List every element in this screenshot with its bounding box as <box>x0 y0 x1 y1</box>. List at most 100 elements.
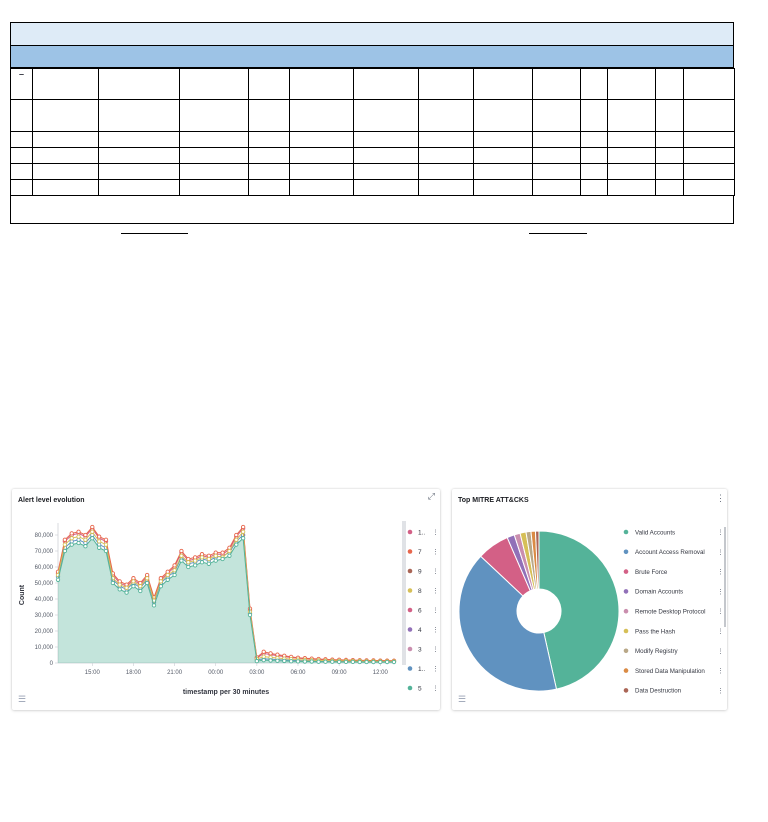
table-cell <box>418 99 474 132</box>
legend-swatch <box>407 685 413 691</box>
table-cell <box>179 147 249 164</box>
data-point <box>151 603 157 608</box>
more-icon[interactable]: ⋮ <box>716 493 725 503</box>
x-tick-label: 09:00 <box>332 670 348 676</box>
legend-item-menu-icon[interactable]: ⋮ <box>432 588 439 595</box>
table-cell <box>10 131 33 148</box>
legend-item-menu-icon[interactable]: ⋮ <box>717 629 724 636</box>
data-point <box>90 524 95 530</box>
legend-swatch <box>623 648 629 654</box>
legend-item-menu-icon[interactable]: ⋮ <box>717 569 724 576</box>
x-tick-label: 18:00 <box>126 670 142 676</box>
table-cell <box>289 131 354 148</box>
x-tick-label: 03:00 <box>249 670 265 676</box>
table-cell <box>98 68 180 100</box>
legend-item-menu-icon[interactable]: ⋮ <box>717 549 724 556</box>
pie-slice-8 <box>534 530 540 590</box>
legend-label: 5 <box>418 685 422 692</box>
table-cell <box>98 131 180 148</box>
data-point <box>220 550 225 555</box>
data-point <box>261 654 266 659</box>
data-point <box>234 537 239 542</box>
legend-item-menu-icon[interactable]: ⋮ <box>432 666 439 673</box>
legend-label: 6 <box>418 607 422 614</box>
legend-item-menu-icon[interactable]: ⋮ <box>432 530 439 537</box>
legend-item-menu-icon[interactable]: ⋮ <box>717 530 724 537</box>
legend-label: Data Destruction <box>635 688 682 695</box>
alert-level-panel[interactable]: Alert level evolution ⤢ 0 10,000 20,000 30,… <box>12 489 440 710</box>
data-point <box>172 563 177 568</box>
data-point <box>384 659 390 665</box>
table-cell <box>532 179 581 196</box>
mitre-panel[interactable]: Top MITRE ATT&CKS ⋮ Valid Accounts ⋮ Accou… <box>452 489 727 710</box>
mitre-donut-chart: Valid Accounts ⋮ Account Access Removal ⋮ Br… <box>458 527 726 695</box>
data-point <box>275 658 280 663</box>
legend-item-menu-icon[interactable]: ⋮ <box>432 686 439 693</box>
list-icon[interactable]: ☰ <box>18 694 27 704</box>
legend-item-menu-icon[interactable]: ⋮ <box>717 688 724 695</box>
data-point <box>144 580 150 586</box>
alert-level-chart: 0 10,000 20,000 30,000 40,000 50,000 60,000 70,… <box>19 521 439 696</box>
data-point <box>234 532 239 538</box>
table-cell <box>607 68 656 100</box>
table-cell <box>655 163 684 180</box>
data-point <box>275 652 280 657</box>
legend-item-menu-icon[interactable]: ⋮ <box>432 569 439 576</box>
data-point <box>117 582 122 587</box>
legend-swatch <box>407 529 413 535</box>
data-point <box>96 545 102 550</box>
legend-item-menu-icon[interactable]: ⋮ <box>717 589 724 596</box>
data-point <box>391 659 397 665</box>
legend-item-menu-icon[interactable]: ⋮ <box>432 627 439 634</box>
legend-swatch <box>407 646 413 652</box>
table-cell <box>532 147 581 164</box>
expand-icon[interactable]: ⤢ <box>427 491 435 501</box>
table-cell <box>248 68 290 100</box>
data-point <box>124 585 129 590</box>
data-point <box>261 657 266 663</box>
table-cell <box>98 163 180 180</box>
legend-label: Domain Accounts <box>635 589 683 596</box>
table-cell <box>179 68 249 100</box>
data-point <box>261 649 266 654</box>
table-cell <box>353 147 419 164</box>
table-cell <box>655 99 684 132</box>
data-point <box>165 572 170 578</box>
table-cell <box>473 147 533 164</box>
legend-swatch <box>407 549 413 554</box>
data-point <box>364 659 369 665</box>
data-point <box>158 579 164 584</box>
legend-item-menu-icon[interactable]: ⋮ <box>432 647 439 654</box>
data-point <box>165 577 170 582</box>
table-cell <box>289 147 354 164</box>
legend-label: Pass the Hash <box>635 628 676 635</box>
legend-label: 1.. <box>418 529 425 536</box>
legend-item-menu-icon[interactable]: ⋮ <box>717 609 724 616</box>
table-cell <box>418 68 474 100</box>
report-table: – <box>10 22 735 224</box>
list-icon[interactable]: ☰ <box>458 694 467 704</box>
signature-line-right <box>529 233 587 234</box>
legend-item-menu-icon[interactable]: ⋮ <box>717 668 724 675</box>
data-point <box>295 659 301 664</box>
legend-item-menu-icon[interactable]: ⋮ <box>432 549 439 556</box>
data-point <box>206 556 212 562</box>
data-point <box>186 564 191 570</box>
table-cell <box>473 131 533 148</box>
legend-item-menu-icon[interactable]: ⋮ <box>717 648 724 655</box>
table-cell <box>580 68 608 100</box>
table-cell <box>248 179 290 196</box>
table-cell <box>32 147 99 164</box>
data-point <box>83 537 88 542</box>
table-cell <box>683 99 735 132</box>
data-point <box>69 542 74 547</box>
table-cell <box>532 131 581 148</box>
table-cell <box>179 179 249 196</box>
data-point <box>227 548 232 554</box>
table-cell <box>655 131 684 148</box>
legend-item-menu-icon[interactable]: ⋮ <box>432 608 439 615</box>
data-point <box>131 579 136 584</box>
data-point <box>268 651 273 656</box>
table-cell <box>532 68 581 100</box>
data-point <box>55 577 61 582</box>
